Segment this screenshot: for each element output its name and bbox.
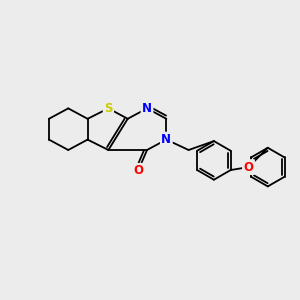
Text: S: S <box>104 102 112 115</box>
Text: O: O <box>244 160 254 174</box>
Text: O: O <box>133 164 143 177</box>
Text: N: N <box>142 102 152 115</box>
Text: N: N <box>161 133 171 146</box>
